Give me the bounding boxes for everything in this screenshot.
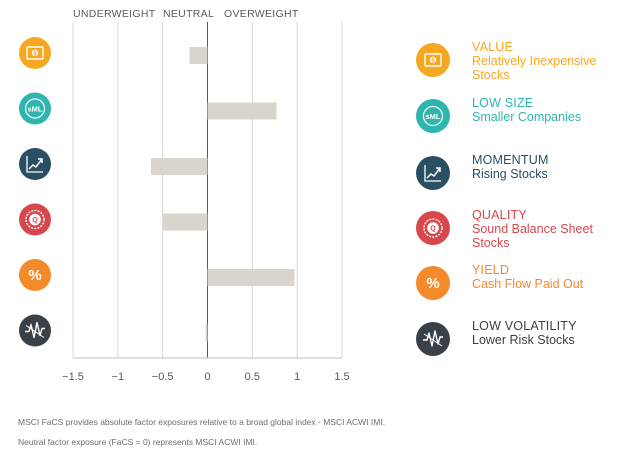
legend-name: VALUE — [472, 40, 514, 54]
bar-low-size — [207, 102, 277, 120]
svg-text:%: % — [426, 275, 439, 292]
bar-low-volatility — [205, 324, 208, 342]
svg-text:$: $ — [431, 58, 435, 64]
legend-description: Lower Risk Stocks — [472, 333, 575, 347]
header-neutral: NEUTRAL — [163, 8, 215, 20]
quality-seal-icon: Q — [416, 211, 450, 245]
svg-text:%: % — [28, 267, 41, 284]
x-tick-label: 0 — [204, 371, 210, 383]
svg-text:$: $ — [33, 51, 37, 57]
legend-description: Smaller Companies — [472, 110, 582, 124]
legend-name: QUALITY — [472, 208, 527, 222]
footnote-1: MSCI FaCS provides absolute factor expos… — [18, 417, 386, 427]
volatility-icon — [416, 322, 450, 356]
row-sml-icon: sML — [19, 92, 51, 125]
legend-name: LOW SIZE — [472, 96, 534, 110]
bar-value — [189, 47, 208, 64]
x-tick-label: 1.5 — [334, 371, 349, 383]
bar-momentum — [151, 158, 208, 175]
dollar-bill-icon: $ — [416, 43, 450, 77]
row-percent-icon: % — [19, 259, 51, 291]
svg-text:Q: Q — [32, 217, 38, 224]
legend-item-low-volatility: LOW VOLATILITY Lower Risk Stocks — [416, 319, 616, 359]
svg-text:Q: Q — [430, 226, 436, 233]
legend-name: MOMENTUM — [472, 153, 549, 167]
legend-item-value: $ VALUE Relatively Inexpensive Stocks — [416, 40, 616, 82]
legend-item-quality: Q QUALITY Sound Balance Sheet Stocks — [416, 208, 616, 250]
header-underweight: UNDERWEIGHT — [73, 8, 156, 20]
x-tick-label: −1 — [112, 371, 125, 383]
legend-description: Rising Stocks — [472, 167, 548, 181]
legend-item-low-size: sML LOW SIZE Smaller Companies — [416, 96, 616, 136]
legend-name: YIELD — [472, 263, 510, 277]
row-dollar-bill-icon: $ — [19, 37, 51, 69]
bar-quality — [162, 213, 208, 231]
sml-icon: sML — [416, 99, 450, 133]
x-tick-label: 0.5 — [245, 371, 260, 383]
legend-description: Cash Flow Paid Out — [472, 277, 584, 291]
row-quality-seal-icon: Q — [19, 203, 51, 236]
footnote-2: Neutral factor exposure (FaCS = 0) repre… — [18, 437, 258, 447]
legend-description: Sound Balance Sheet Stocks — [472, 222, 593, 250]
x-tick-label: 1 — [294, 371, 300, 383]
svg-text:sML: sML — [28, 105, 43, 114]
percent-icon: % — [416, 266, 450, 300]
legend-name: LOW VOLATILITY — [472, 319, 577, 333]
legend-description: Relatively Inexpensive Stocks — [472, 54, 597, 82]
legend-item-yield: % YIELD Cash Flow Paid Out — [416, 263, 616, 303]
x-tick-label: −1.5 — [62, 371, 84, 383]
row-volatility-icon — [19, 314, 51, 347]
factor-exposure-chart: −1.5 −1 −0.5 0 0.5 1 1.5 $ sML Q% — [19, 22, 350, 383]
rising-chart-icon — [416, 156, 450, 190]
row-rising-chart-icon — [19, 148, 51, 180]
header-overweight: OVERWEIGHT — [224, 8, 299, 20]
x-tick-label: −0.5 — [152, 371, 174, 383]
svg-text:sML: sML — [426, 112, 441, 121]
bar-yield — [207, 269, 295, 286]
legend-item-momentum: MOMENTUM Rising Stocks — [416, 153, 616, 193]
